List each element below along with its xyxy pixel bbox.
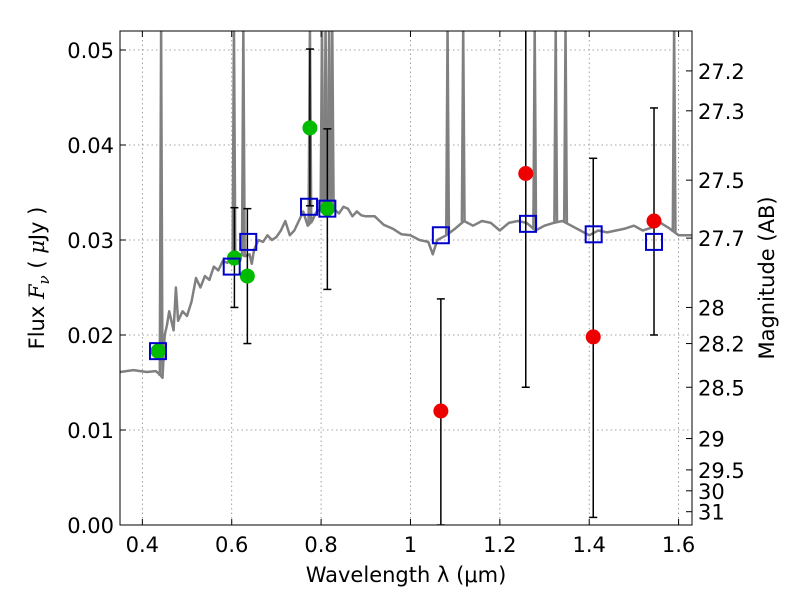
magnitude-tick-label: 27.2 (698, 60, 745, 84)
model-photometry-box (239, 232, 258, 251)
model-photometry-box (645, 232, 664, 251)
x-tick-label: 0.4 (126, 533, 159, 557)
magnitude-tick-label: 27.7 (698, 227, 745, 251)
y-tick-label: 0.01 (67, 419, 114, 443)
green-observation-point (319, 201, 335, 217)
y-axis-label-post: Jy ) (25, 207, 49, 243)
emission-line-spike (322, 31, 329, 214)
magnitude-tick-label: 30 (698, 480, 725, 504)
magnitude-tick-label: 28 (698, 296, 725, 320)
emission-line-spike (562, 31, 569, 223)
green-observation-point (302, 120, 318, 136)
model-photometry-box (148, 342, 167, 361)
magnitude-tick-label: 27.5 (698, 169, 745, 193)
y-axis-label-subscript: ν (35, 275, 53, 284)
plot-area (120, 31, 692, 525)
model-photometry-box (222, 257, 241, 276)
magnitude-axis-label: Magnitude (AB) (755, 196, 779, 359)
y-axis-label-mid: ( (25, 254, 49, 276)
model-photometry-box (318, 199, 337, 218)
red-observation-point (646, 213, 662, 229)
red-observation-point (585, 329, 601, 345)
model-photometry-box (300, 197, 319, 216)
magnitude-tick-label: 27.3 (698, 100, 745, 124)
y-axis-label-symbol: F (25, 283, 49, 300)
red-observation-point (518, 166, 534, 181)
red-observation-point (433, 403, 449, 419)
emission-line-spike (326, 31, 332, 205)
model-photometry-box (584, 225, 603, 244)
model-photometry-box (431, 226, 450, 245)
y-axis-label-pre: Flux (25, 299, 49, 349)
y-tick-label: 0.00 (67, 514, 114, 538)
magnitude-tick-label: 31 (698, 501, 725, 525)
emission-line-spike (319, 31, 325, 210)
emission-line-spike (231, 31, 237, 257)
emission-line-spike (671, 31, 677, 232)
x-tick-label: 1.4 (573, 533, 606, 557)
emission-line-spike (553, 31, 559, 223)
x-tick-label: 0.8 (304, 533, 337, 557)
y-axis-label: Flux Fν ( μJy ) (25, 207, 53, 350)
x-tick-label: 1.2 (483, 533, 516, 557)
x-axis-label: Wavelength λ (μm) (306, 563, 507, 587)
emission-line-spike (444, 31, 451, 235)
y-tick-label: 0.03 (67, 229, 114, 253)
x-tick-label: 0.6 (215, 533, 248, 557)
emission-line-spike (329, 31, 335, 206)
magnitude-tick-label: 29.5 (698, 459, 745, 483)
emission-line-spike (240, 31, 246, 256)
y-tick-label: 0.05 (67, 39, 114, 63)
x-tick-label: 1.6 (662, 533, 695, 557)
y-axis-label-mu: μ (25, 240, 49, 254)
model-photometry-box (518, 214, 537, 233)
emission-line-spike (460, 31, 466, 222)
y-tick-label: 0.02 (67, 324, 114, 348)
plot-frame (119, 30, 693, 526)
y-tick-label: 0.04 (67, 134, 114, 158)
axis-ticks: 0.4 0.6 0.8 1 1.2 1.4 1.6 0.00 0.01 0.02 0.03 0.04 0… (67, 31, 745, 557)
x-tick-label: 1 (404, 533, 417, 557)
emission-line-spike (158, 31, 164, 377)
magnitude-tick-label: 28.2 (698, 333, 745, 357)
magnitude-tick-label: 28.5 (698, 376, 745, 400)
green-observation-point (239, 268, 255, 284)
green-observation-point (150, 343, 166, 359)
magnitude-tick-label: 29 (698, 428, 725, 452)
emission-line-spike (532, 31, 538, 230)
emission-line-spike (307, 31, 313, 224)
